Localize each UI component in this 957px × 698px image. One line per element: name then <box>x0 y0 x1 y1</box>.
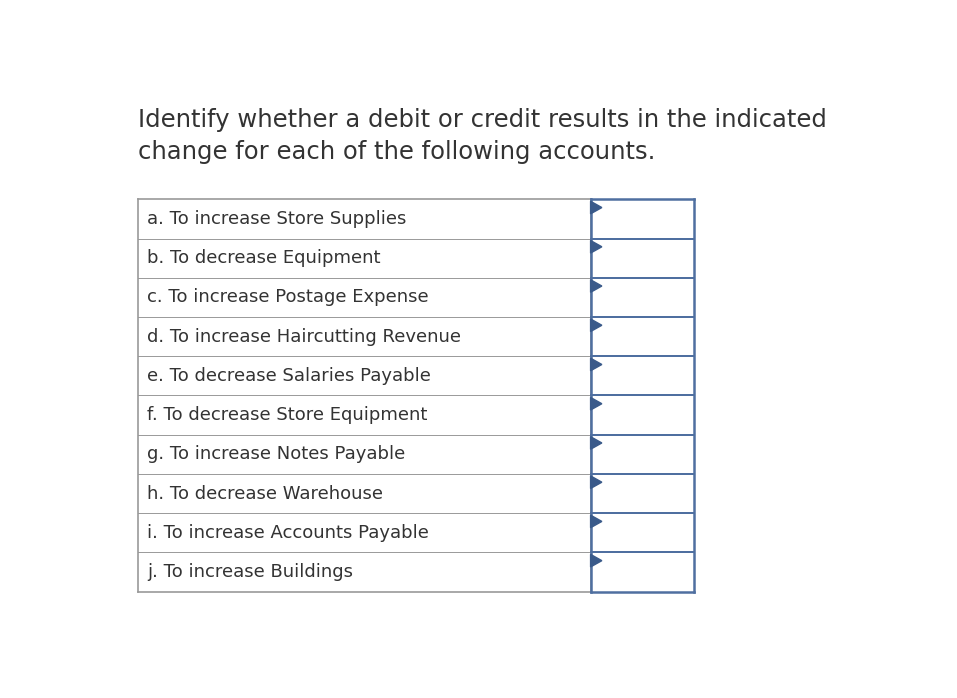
Polygon shape <box>590 515 602 528</box>
Text: i. To increase Accounts Payable: i. To increase Accounts Payable <box>147 524 429 542</box>
Text: c. To increase Postage Expense: c. To increase Postage Expense <box>147 288 429 306</box>
Polygon shape <box>590 280 602 292</box>
Text: e. To decrease Salaries Payable: e. To decrease Salaries Payable <box>147 367 431 385</box>
Text: Identify whether a debit or credit results in the indicated: Identify whether a debit or credit resul… <box>138 108 827 132</box>
Text: d. To increase Haircutting Revenue: d. To increase Haircutting Revenue <box>147 327 461 346</box>
Polygon shape <box>590 397 602 410</box>
Polygon shape <box>590 476 602 489</box>
Polygon shape <box>590 554 602 567</box>
Text: b. To decrease Equipment: b. To decrease Equipment <box>147 249 381 267</box>
Polygon shape <box>590 358 602 371</box>
Text: g. To increase Notes Payable: g. To increase Notes Payable <box>147 445 406 463</box>
Polygon shape <box>590 201 602 214</box>
Text: j. To increase Buildings: j. To increase Buildings <box>147 563 353 581</box>
Text: a. To increase Store Supplies: a. To increase Store Supplies <box>147 210 407 228</box>
Text: f. To decrease Store Equipment: f. To decrease Store Equipment <box>147 406 428 424</box>
Text: change for each of the following accounts.: change for each of the following account… <box>138 140 656 164</box>
Polygon shape <box>590 319 602 332</box>
Polygon shape <box>590 241 602 253</box>
Text: h. To decrease Warehouse: h. To decrease Warehouse <box>147 484 383 503</box>
Polygon shape <box>590 437 602 450</box>
